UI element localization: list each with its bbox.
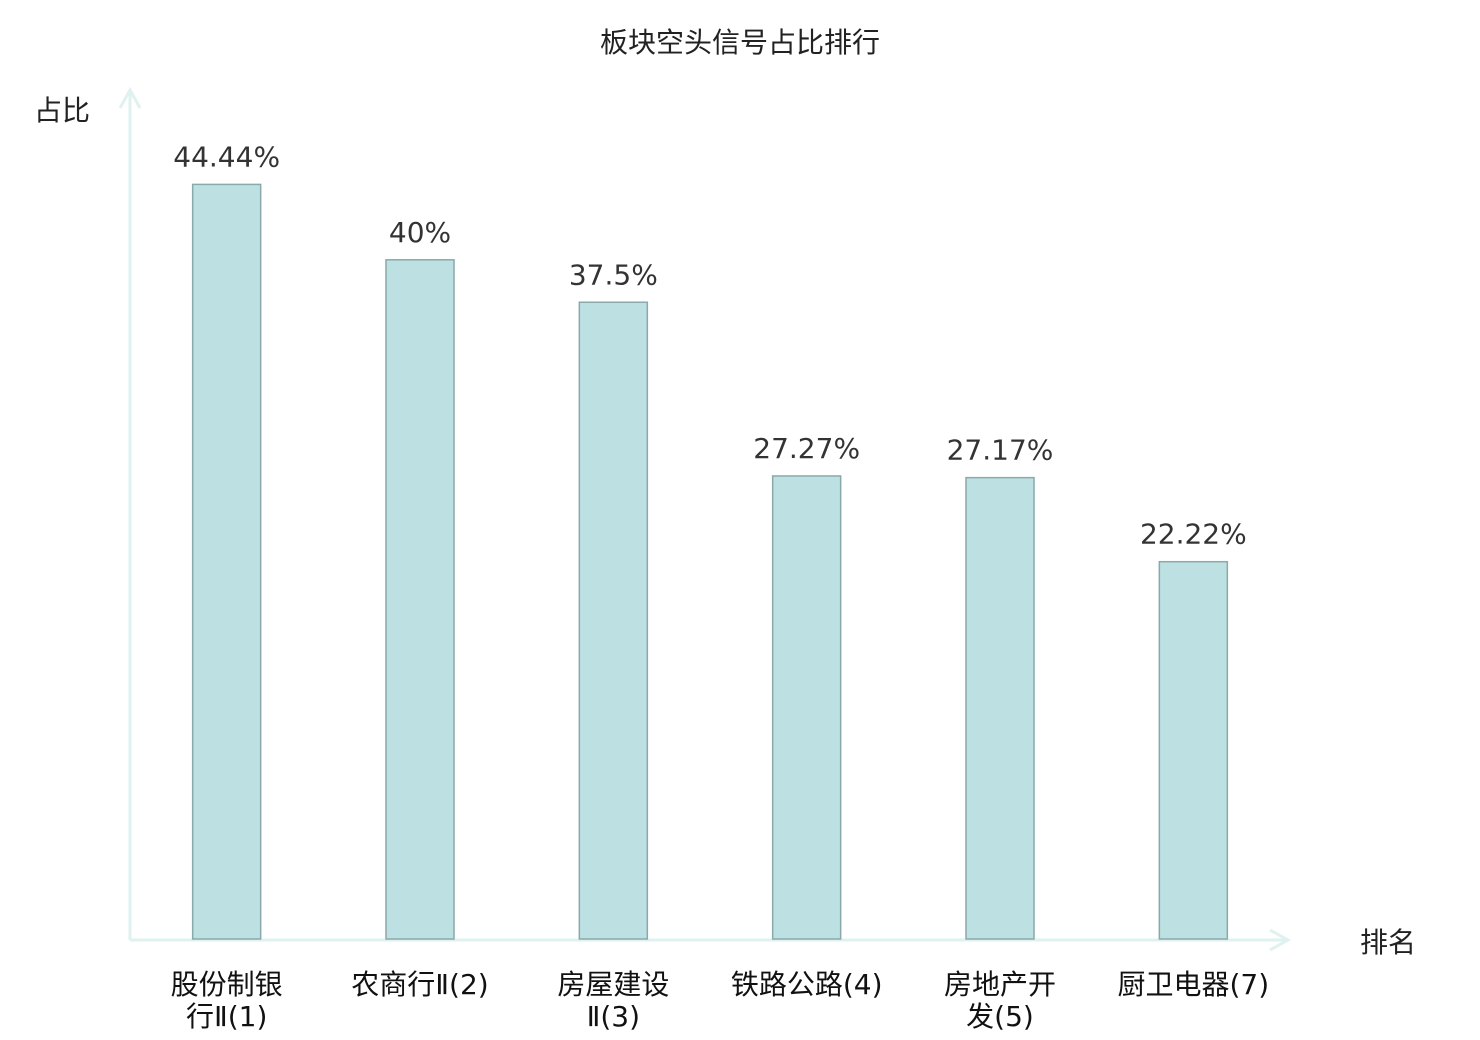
data-label: 44.44% [173,140,280,173]
x-axis [130,928,1292,952]
bar [578,301,649,940]
x-tick-label: 厨卫电器(7) [1117,968,1269,1001]
data-label: 27.27% [753,432,860,465]
x-tick-label: 房地产开 [944,968,1056,1001]
bar [191,183,262,940]
x-tick-label: 发(5) [966,1000,1034,1033]
bar [965,476,1035,940]
chart-title: 板块空头信号占比排行 [600,26,880,59]
x-tick-label: 铁路公路(4) [731,968,883,1001]
bar [771,475,842,940]
y-axis [118,86,142,940]
x-axis-label: 排名 [1360,926,1416,959]
x-tick-label: 房屋建设 [557,968,669,1001]
data-label: 37.5% [569,258,658,291]
x-tick-label: 股份制银 [171,968,283,1001]
data-label: 27.17% [947,434,1054,467]
x-tick-label: 农商行Ⅱ(2) [351,968,488,1001]
data-label: 22.22% [1140,518,1247,551]
bar [385,259,455,940]
bar [1158,560,1229,940]
y-axis-label: 占比 [34,94,90,127]
x-tick-label: Ⅱ(3) [587,1000,640,1033]
data-label: 40% [389,216,451,249]
x-tick-label: 行Ⅱ(1) [186,1000,267,1033]
